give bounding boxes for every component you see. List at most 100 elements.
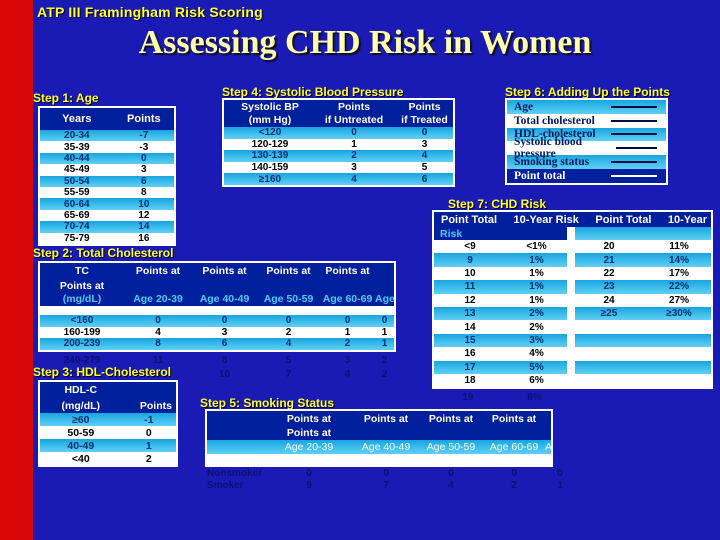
cell: 0 xyxy=(306,467,312,479)
sum-label: Point total xyxy=(514,169,566,182)
table-row: 120-129 1 3 xyxy=(224,138,453,151)
cell: 0 xyxy=(344,315,351,327)
column-header: if Untreated xyxy=(324,113,384,126)
cell: 75-79 xyxy=(64,232,90,244)
cell: 16 xyxy=(464,348,476,360)
cell: -1 xyxy=(144,413,154,426)
cell: 8% xyxy=(527,391,542,403)
table-row: 50-54 6 xyxy=(40,175,174,187)
column-header: Point Total xyxy=(595,213,652,226)
sum-row-hdl: HDL-cholesterol xyxy=(507,127,666,142)
cell: 5 xyxy=(285,354,292,366)
cell: 1% xyxy=(529,267,544,279)
fill-in-line xyxy=(611,105,657,108)
table-row: 75-79 16 xyxy=(40,232,174,244)
cell: 21 xyxy=(603,254,615,266)
cell: 35-39 xyxy=(64,141,90,153)
column-header: Age xyxy=(375,293,394,305)
cell: 120-129 xyxy=(251,138,289,150)
slide-kicker: ATP III Framingham Risk Scoring xyxy=(37,4,263,20)
column-header: TC xyxy=(75,265,89,277)
cell: Nonsmoker xyxy=(207,467,263,479)
cell: 2 xyxy=(381,354,388,366)
cell: 14 xyxy=(464,321,476,333)
cell: 13 xyxy=(464,308,476,320)
column-header: Age 40-49 xyxy=(361,441,411,453)
cell: 2 xyxy=(285,326,292,338)
table-header: Points at Points at Points at Points at … xyxy=(207,411,551,440)
step7-ghost-row: 19 8% xyxy=(432,390,565,404)
step6-adding-points-table: Age Total cholesterol HDL-cholesterol Sy… xyxy=(505,98,668,185)
table-row: 60-64 10 xyxy=(40,198,174,210)
table-row: 160-199 4 3 2 1 1 xyxy=(40,326,394,338)
cell: 2 xyxy=(511,479,517,491)
cell: 11 xyxy=(464,281,476,293)
cell: 9 xyxy=(467,254,473,266)
column-header: Points xyxy=(127,113,161,125)
step7-chd-risk-table: Point Total 10-Year Risk Point Total 10-… xyxy=(432,210,713,389)
table-row: 40-44 0 xyxy=(40,152,174,165)
table-header: Years Points xyxy=(40,108,174,130)
cell: 0 xyxy=(383,467,389,479)
cell: 17% xyxy=(668,267,689,279)
cell: 2 xyxy=(344,338,351,350)
sum-label: Total cholesterol xyxy=(514,114,595,127)
cell: 40-44 xyxy=(64,152,90,164)
table-row: 70-74 14 xyxy=(40,221,174,233)
cell: 18 xyxy=(464,375,476,387)
cell: 5% xyxy=(529,361,544,373)
table-row: 200-239 8 6 4 2 1 xyxy=(40,338,394,350)
cell: ≥160 xyxy=(258,173,282,185)
table-row: <160 0 0 0 0 0 xyxy=(40,315,394,327)
cell: 10 xyxy=(138,198,150,210)
cell: 11 xyxy=(152,354,164,366)
column-header: Years xyxy=(62,113,92,125)
cell: ≥25 xyxy=(600,308,618,320)
cell: 1 xyxy=(381,338,388,350)
cell: 14 xyxy=(138,221,150,233)
age-band-row: Age 20-39 Age 40-49 Age 50-59 Age 60-69 … xyxy=(207,440,551,454)
cell: 0 xyxy=(145,426,152,439)
table-row: ≥280 13 10 7 4 2 xyxy=(40,367,394,381)
table-row: ≥160 4 6 xyxy=(224,173,453,185)
table-header: HDL-C (mg/dL) Points xyxy=(40,382,176,413)
cell: 0 xyxy=(381,315,388,327)
table-row: Smoker 9 7 4 2 1 xyxy=(207,479,575,491)
cell: 60-64 xyxy=(64,198,90,210)
column-header: (mm Hg) xyxy=(248,113,292,126)
cell: 1% xyxy=(529,294,544,306)
cell: 45-49 xyxy=(64,164,90,176)
cell: 40-49 xyxy=(67,439,95,452)
table-row: 55-59 8 xyxy=(40,186,174,199)
cell: 50-54 xyxy=(64,175,90,187)
sum-row-smoking: Smoking status xyxy=(507,155,666,169)
sum-label: Age xyxy=(514,100,534,113)
cell: 13 xyxy=(152,368,164,380)
column-header: Points at xyxy=(59,279,105,292)
column-header: Points at xyxy=(135,265,181,277)
table-header: Point Total 10-Year Risk Point Total 10-… xyxy=(434,212,711,227)
sum-label: HDL-cholesterol xyxy=(514,128,596,141)
column-header: Points at xyxy=(428,412,474,425)
cell: 200-239 xyxy=(63,338,101,350)
column-header: Points xyxy=(408,100,441,113)
cell: 130-139 xyxy=(251,150,289,162)
cell: 4 xyxy=(351,173,357,185)
table-row: 15 3% xyxy=(434,333,711,348)
cell: 6% xyxy=(529,375,544,387)
table-row: 140-159 3 5 xyxy=(224,161,453,174)
column-header: 10-Year Risk xyxy=(513,213,579,226)
table-row: 14 2% xyxy=(434,320,711,334)
table-row: 13 2% ≥25 ≥30% xyxy=(434,306,711,321)
step3-hdl-table: HDL-C (mg/dL) Points ≥60 -1 50-59 0 40-49 1… xyxy=(38,380,178,467)
cell: 17 xyxy=(464,361,476,373)
fill-in-line xyxy=(611,119,657,122)
cell: 4 xyxy=(344,368,351,380)
sum-label: Smoking status xyxy=(514,156,590,169)
cell: 6 xyxy=(141,175,147,187)
cell: 4 xyxy=(285,338,292,350)
column-header: Age 20-39 xyxy=(284,441,334,453)
step3-label: Step 3: HDL-Cholesterol xyxy=(33,365,172,379)
cell: 1% xyxy=(529,254,544,266)
